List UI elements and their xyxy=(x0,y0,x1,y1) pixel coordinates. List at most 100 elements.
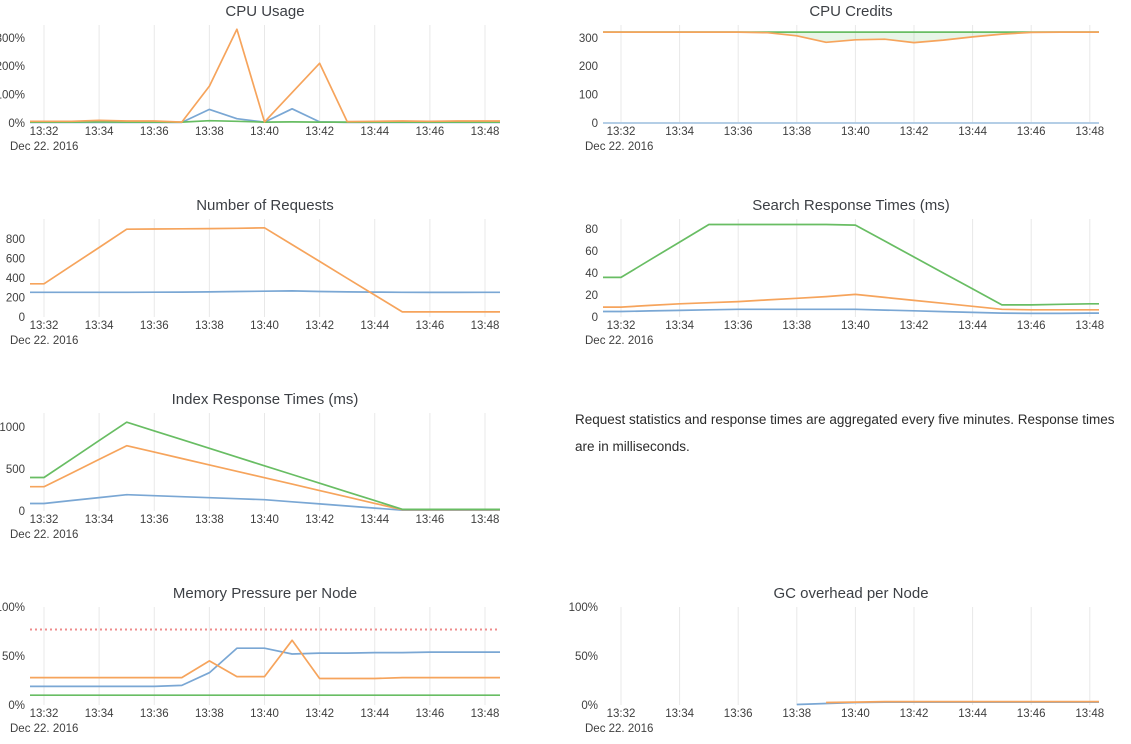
svg-text:13:40: 13:40 xyxy=(250,320,279,332)
svg-text:0: 0 xyxy=(592,312,598,324)
svg-text:800: 800 xyxy=(6,234,25,246)
svg-text:13:46: 13:46 xyxy=(415,126,444,138)
svg-text:0%: 0% xyxy=(581,700,598,712)
svg-text:13:32: 13:32 xyxy=(30,126,59,138)
svg-text:13:42: 13:42 xyxy=(900,126,929,138)
svg-text:Dec 22. 2016: Dec 22. 2016 xyxy=(10,335,78,347)
svg-text:13:46: 13:46 xyxy=(1017,126,1046,138)
svg-text:13:48: 13:48 xyxy=(1075,708,1104,720)
svg-text:13:46: 13:46 xyxy=(415,514,444,526)
svg-text:13:40: 13:40 xyxy=(250,126,279,138)
svg-text:13:34: 13:34 xyxy=(665,708,694,720)
svg-text:200%: 200% xyxy=(0,61,25,73)
svg-text:13:46: 13:46 xyxy=(415,320,444,332)
svg-text:0: 0 xyxy=(19,312,25,324)
svg-text:300: 300 xyxy=(579,33,598,45)
svg-text:13:48: 13:48 xyxy=(471,708,500,720)
svg-text:100: 100 xyxy=(579,90,598,102)
svg-text:13:32: 13:32 xyxy=(607,320,636,332)
svg-text:13:42: 13:42 xyxy=(305,514,334,526)
svg-text:60: 60 xyxy=(585,246,598,258)
chart-title: CPU Credits xyxy=(809,3,893,20)
index-response-times-chart[interactable]: 13:32 13:34 13:36 13:38 13:40 13:42 13:44 13:46… xyxy=(0,410,560,550)
svg-text:20: 20 xyxy=(585,290,598,302)
chart-title: Number of Requests xyxy=(196,197,334,214)
svg-text:13:40: 13:40 xyxy=(841,708,870,720)
svg-text:13:36: 13:36 xyxy=(724,126,753,138)
svg-text:13:44: 13:44 xyxy=(360,708,389,720)
svg-text:13:42: 13:42 xyxy=(900,708,929,720)
gc-overhead-chart[interactable]: 13:32 13:34 13:36 13:38 13:40 13:42 13:44 13:46… xyxy=(565,602,1125,744)
svg-text:400: 400 xyxy=(6,273,25,285)
svg-text:13:48: 13:48 xyxy=(471,514,500,526)
svg-text:13:34: 13:34 xyxy=(85,126,114,138)
aggregation-note: Request statistics and response times ar… xyxy=(575,412,1115,454)
svg-text:13:44: 13:44 xyxy=(958,126,987,138)
svg-text:Dec 22. 2016: Dec 22. 2016 xyxy=(585,335,653,347)
svg-text:200: 200 xyxy=(579,61,598,73)
svg-text:13:34: 13:34 xyxy=(85,708,114,720)
svg-text:13:48: 13:48 xyxy=(471,320,500,332)
svg-text:Dec 22. 2016: Dec 22. 2016 xyxy=(585,141,653,153)
panel-number-of-requests: Number of Requests 13:32 13:34 13:36 13:38 1… xyxy=(0,194,565,388)
svg-text:13:48: 13:48 xyxy=(471,126,500,138)
svg-text:200: 200 xyxy=(6,292,25,304)
svg-text:13:48: 13:48 xyxy=(1075,126,1104,138)
svg-text:13:48: 13:48 xyxy=(1075,320,1104,332)
chart-title: CPU Usage xyxy=(225,3,305,20)
panel-gc-overhead: GC overhead per Node 13:32 13:34 13:36 13:3… xyxy=(565,582,1131,741)
cpu-usage-chart[interactable]: 13:32 13:34 13:36 13:38 13:40 13:42 13:44 13:46… xyxy=(0,22,560,162)
svg-text:13:44: 13:44 xyxy=(360,126,389,138)
cpu-credits-chart[interactable]: 13:32 13:34 13:36 13:38 13:40 13:42 13:44 13:46… xyxy=(565,22,1125,162)
svg-text:13:40: 13:40 xyxy=(250,708,279,720)
svg-text:13:42: 13:42 xyxy=(305,320,334,332)
svg-text:Dec 22. 2016: Dec 22. 2016 xyxy=(10,723,78,735)
memory-pressure-chart[interactable]: 13:32 13:34 13:36 13:38 13:40 13:42 13:44 13:46… xyxy=(0,602,560,744)
svg-text:100%: 100% xyxy=(0,602,25,614)
svg-text:13:34: 13:34 xyxy=(85,320,114,332)
search-response-times-chart[interactable]: 13:32 13:34 13:36 13:38 13:40 13:42 13:44 13:46… xyxy=(565,216,1125,356)
svg-text:13:34: 13:34 xyxy=(85,514,114,526)
chart-title: GC overhead per Node xyxy=(773,585,929,602)
svg-text:13:42: 13:42 xyxy=(305,708,334,720)
svg-text:13:44: 13:44 xyxy=(958,708,987,720)
panel-index-response-times: Index Response Times (ms) 13:32 13:34 13:3… xyxy=(0,388,565,582)
svg-text:13:36: 13:36 xyxy=(724,320,753,332)
svg-text:50%: 50% xyxy=(2,651,25,663)
svg-text:0%: 0% xyxy=(8,118,25,130)
svg-text:13:32: 13:32 xyxy=(30,708,59,720)
svg-text:13:40: 13:40 xyxy=(841,126,870,138)
svg-text:13:38: 13:38 xyxy=(782,126,811,138)
svg-text:600: 600 xyxy=(6,253,25,265)
svg-text:13:36: 13:36 xyxy=(140,320,169,332)
svg-text:80: 80 xyxy=(585,224,598,236)
svg-text:13:38: 13:38 xyxy=(195,708,224,720)
svg-text:50%: 50% xyxy=(575,651,598,663)
svg-text:13:32: 13:32 xyxy=(607,708,636,720)
number-of-requests-chart[interactable]: 13:32 13:34 13:36 13:38 13:40 13:42 13:44 13:46… xyxy=(0,216,560,356)
svg-text:13:42: 13:42 xyxy=(900,320,929,332)
panel-search-response-times: Search Response Times (ms) 13:32 13:34 13:… xyxy=(565,194,1131,388)
svg-text:13:38: 13:38 xyxy=(782,320,811,332)
svg-text:13:38: 13:38 xyxy=(195,126,224,138)
svg-text:13:44: 13:44 xyxy=(958,320,987,332)
svg-text:Dec 22. 2016: Dec 22. 2016 xyxy=(585,723,653,735)
svg-text:13:42: 13:42 xyxy=(305,126,334,138)
svg-text:13:36: 13:36 xyxy=(140,514,169,526)
svg-text:13:36: 13:36 xyxy=(140,708,169,720)
svg-text:0: 0 xyxy=(19,506,25,518)
svg-text:500: 500 xyxy=(6,464,25,476)
svg-text:13:38: 13:38 xyxy=(782,708,811,720)
svg-text:13:40: 13:40 xyxy=(250,514,279,526)
panel-cpu-usage: CPU Usage 13:32 13:34 13:36 13:38 13:40 13:42… xyxy=(0,0,565,194)
svg-text:Dec 22. 2016: Dec 22. 2016 xyxy=(10,141,78,153)
svg-text:40: 40 xyxy=(585,268,598,280)
panel-memory-pressure: Memory Pressure per Node 13:32 13:34 13:36… xyxy=(0,582,565,741)
svg-text:13:38: 13:38 xyxy=(195,320,224,332)
svg-text:13:32: 13:32 xyxy=(30,514,59,526)
chart-title: Memory Pressure per Node xyxy=(172,585,358,602)
svg-text:0: 0 xyxy=(592,118,598,130)
svg-text:13:46: 13:46 xyxy=(1017,320,1046,332)
svg-text:13:40: 13:40 xyxy=(841,320,870,332)
